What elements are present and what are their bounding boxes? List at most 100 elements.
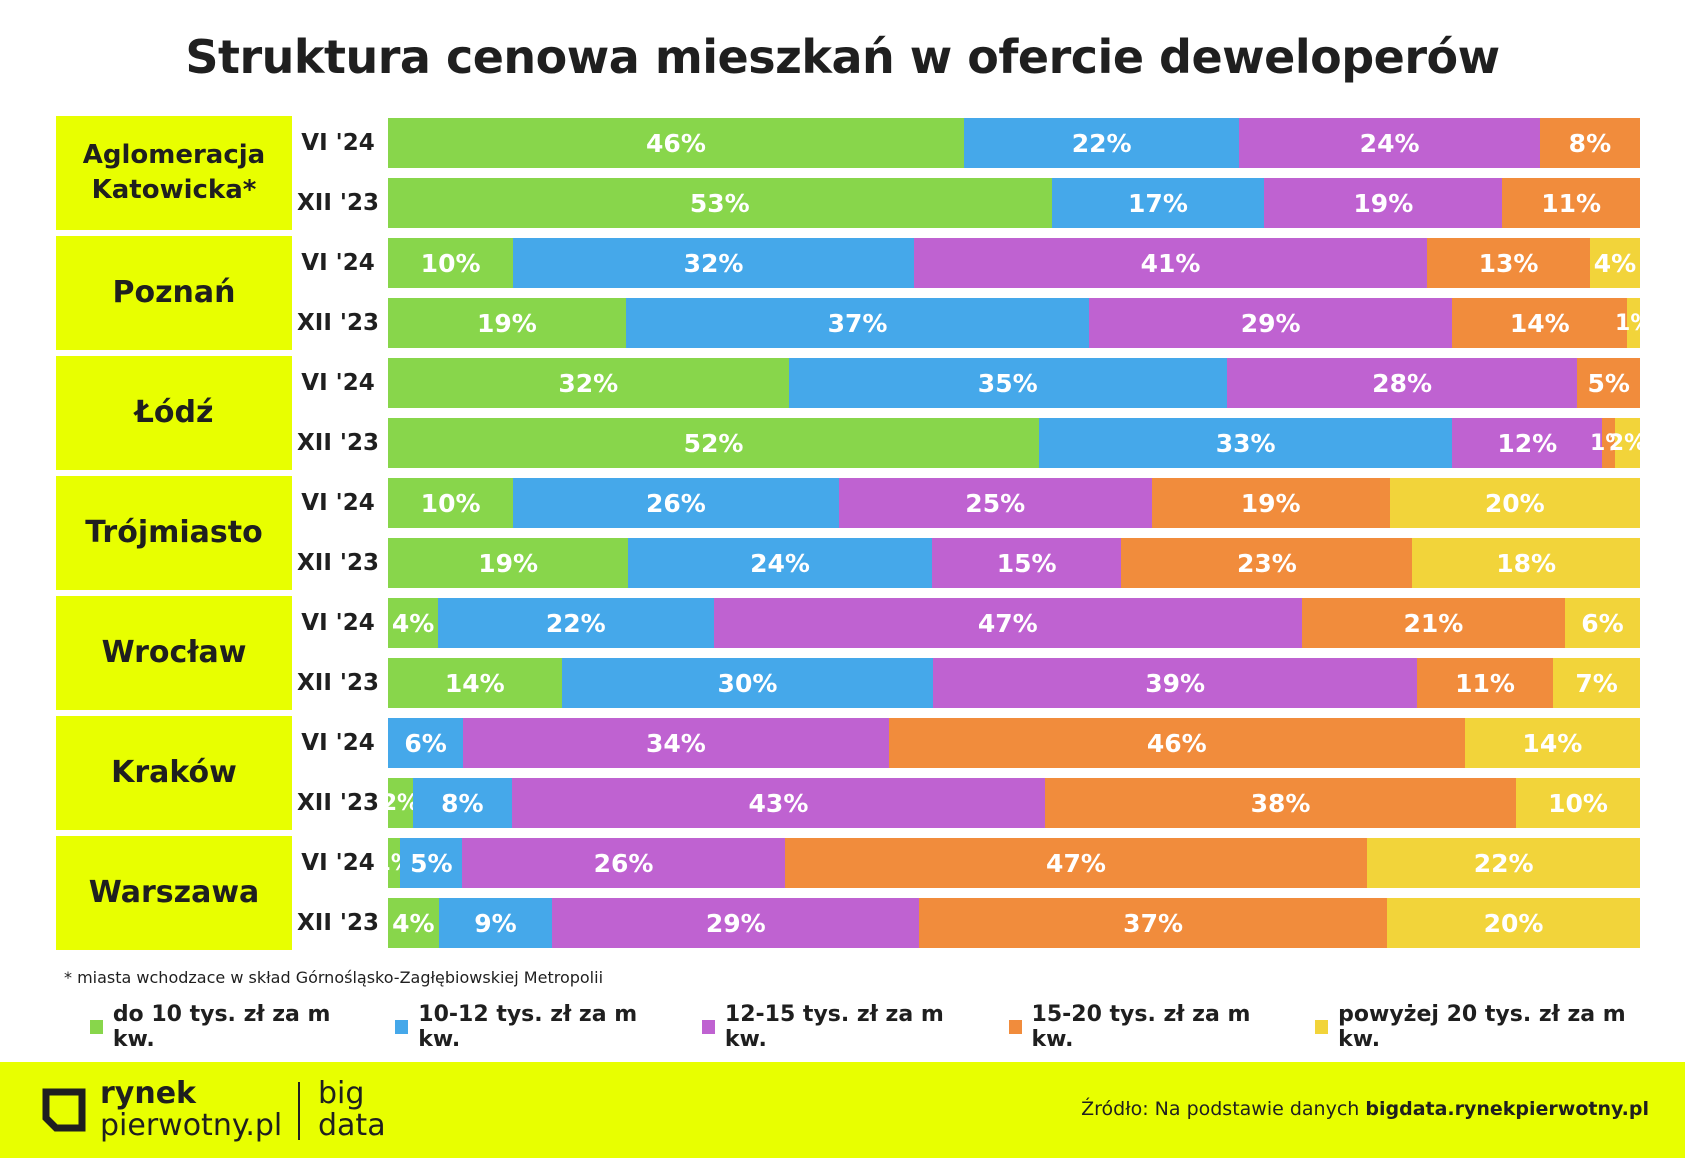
bar-segment: 20% — [1389, 478, 1640, 528]
bar-segment: 15% — [931, 538, 1122, 588]
bar-segment: 53% — [388, 178, 1052, 228]
bar-segment: 38% — [1044, 778, 1517, 828]
stacked-bar: 6% 34% 46% 14% — [388, 718, 1640, 768]
data-label: 14% — [1509, 308, 1570, 338]
period-label: VI '24 — [301, 730, 375, 756]
bar-segment: 4% — [1589, 238, 1640, 288]
data-label: 25% — [965, 488, 1026, 518]
period-label: VI '24 — [301, 370, 375, 396]
data-label: 5% — [410, 848, 453, 878]
bar-segment: 41% — [913, 238, 1428, 288]
legend-label: 12-15 tys. zł za m kw. — [724, 1002, 944, 1052]
data-label: 8% — [441, 788, 484, 818]
period-label: XII '23 — [297, 550, 379, 576]
data-label: 2% — [1608, 430, 1647, 456]
data-label: 9% — [474, 908, 517, 938]
city-label: Łódź — [56, 356, 292, 470]
bar-segment: 19% — [388, 538, 629, 588]
bar-segment: 23% — [1121, 538, 1413, 588]
chart-title: Struktura cenowa mieszkań w ofercie dewe… — [185, 30, 1500, 84]
data-label: 52% — [683, 428, 744, 458]
data-label: 24% — [1359, 128, 1420, 158]
legend-item: powyżej 20 tys. zł za m kw. — [1315, 1002, 1647, 1052]
stacked-bar: 4% 22% 47% 21% 6% — [388, 598, 1640, 648]
bar-segment: 17% — [1051, 178, 1265, 228]
bar-segment: 26% — [462, 838, 785, 888]
bar-segment: 30% — [561, 658, 934, 708]
legend-label: do 10 tys. zł za m kw. — [112, 1002, 331, 1052]
logo-line-2: pierwotny.pl — [100, 1108, 283, 1143]
data-label: 18% — [1496, 548, 1557, 578]
period-label: XII '23 — [297, 670, 379, 696]
bar-segment: 6% — [388, 718, 464, 768]
legend-swatch — [395, 1020, 409, 1034]
period-label: XII '23 — [297, 430, 379, 456]
legend-swatch — [1008, 1020, 1022, 1034]
bar-segment: 10% — [388, 238, 514, 288]
bar-segment: 1% — [376, 838, 413, 888]
legend-item: do 10 tys. zł za m kw. — [90, 1002, 357, 1052]
bar-segment: 5% — [1577, 358, 1640, 408]
data-label: 26% — [593, 848, 654, 878]
data-label: 28% — [1372, 368, 1433, 398]
data-label: 19% — [478, 548, 539, 578]
data-label: 4% — [392, 908, 435, 938]
period-label: XII '23 — [297, 190, 379, 216]
legend-label: powyżej 20 tys. zł za m kw. — [1338, 1002, 1626, 1052]
bar-segment: 4% — [388, 898, 439, 948]
source-link: bigdata.rynekpierwotny.pl — [1365, 1098, 1649, 1120]
rynekpierwotny-logo-icon — [42, 1088, 86, 1132]
data-label: 33% — [1215, 428, 1276, 458]
stacked-bar: 1% 5% 26% 47% 22% — [376, 838, 1640, 888]
period-label: VI '24 — [301, 610, 375, 636]
legend-label: 15-20 tys. zł za m kw. — [1031, 1002, 1251, 1052]
data-label: 14% — [444, 668, 505, 698]
data-label: 37% — [827, 308, 888, 338]
data-label: 26% — [646, 488, 706, 518]
period-label: XII '23 — [297, 910, 379, 936]
bar-segment: 6% — [1564, 598, 1640, 648]
city-label: Aglomeracja Katowicka* — [56, 116, 292, 230]
logo-line-1: rynek — [100, 1076, 197, 1111]
bar-segment: 29% — [1089, 298, 1453, 348]
legend-swatch — [90, 1020, 103, 1034]
data-label: 12% — [1497, 428, 1558, 458]
data-label: 14% — [1522, 728, 1583, 758]
legend-swatch — [1315, 1020, 1329, 1034]
data-label: 10% — [420, 248, 481, 278]
data-label: 8% — [1568, 128, 1612, 158]
bar-segment: 32% — [388, 358, 789, 408]
bar-segment: 2% — [1609, 418, 1646, 468]
bar-segment: 22% — [1367, 838, 1640, 888]
data-label: 47% — [1046, 848, 1106, 878]
bar-segment: 20% — [1387, 898, 1640, 948]
data-label: 47% — [977, 608, 1038, 638]
data-label: 6% — [1581, 608, 1624, 638]
legend: do 10 tys. zł za m kw. 10-12 tys. zł za m… — [90, 1002, 1685, 1052]
data-label: 29% — [1240, 308, 1301, 338]
city-label: Warszawa — [56, 836, 292, 950]
data-label: 19% — [1353, 188, 1414, 218]
footnote: * miasta wchodzace w skład Górnośląsko-Z… — [64, 968, 604, 987]
bar-segment: 19% — [388, 298, 626, 348]
city-label: Wrocław — [56, 596, 292, 710]
bar-segment: 14% — [1464, 718, 1640, 768]
bar-segment: 37% — [919, 898, 1388, 948]
bigdata-line-1: big — [318, 1076, 365, 1111]
bar-segment: 25% — [838, 478, 1152, 528]
legend-item: 15-20 tys. zł za m kw. — [1008, 1002, 1278, 1052]
data-label: 11% — [1455, 668, 1515, 698]
data-label: 4% — [1593, 248, 1637, 278]
data-label: 34% — [646, 728, 706, 758]
legend-item: 12-15 tys. zł za m kw. — [702, 1002, 971, 1052]
bar-segment: 26% — [513, 478, 839, 528]
period-label: XII '23 — [297, 790, 379, 816]
stacked-bar: 10% 26% 25% 19% 20% — [388, 478, 1640, 528]
bar-segment: 46% — [388, 118, 964, 168]
data-label: 10% — [1548, 788, 1608, 818]
data-label: 5% — [1587, 368, 1630, 398]
bar-segment: 29% — [552, 898, 920, 948]
bar-segment: 46% — [888, 718, 1465, 768]
bar-segment: 37% — [625, 298, 1090, 348]
stacked-bar: 14% 30% 39% 11% 7% — [388, 658, 1640, 708]
